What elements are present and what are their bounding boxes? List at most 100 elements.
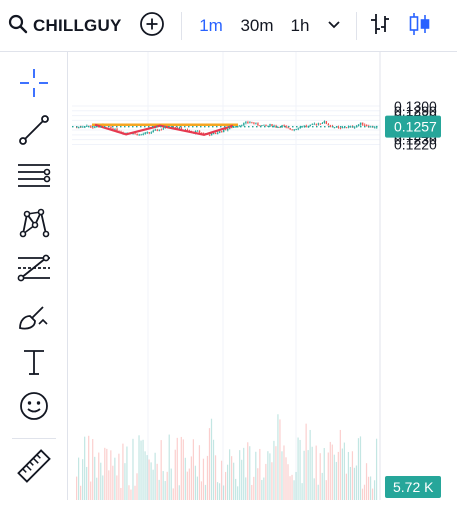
volume-bar [152,469,154,500]
candle-body [305,125,307,127]
text-icon [20,347,48,382]
volume-bar [204,484,207,500]
candle-body [353,127,356,129]
volume-bar [277,414,279,500]
candle-body [315,123,317,125]
ruler-tool[interactable] [14,448,54,488]
current-price-tag: 0.1257 [385,115,441,138]
volume-bar [220,460,223,500]
volume-bar [180,436,182,500]
volume-bar [116,475,118,500]
fib-levels-tool[interactable] [14,251,54,291]
candle-body [231,127,233,129]
pattern-icon [18,207,50,244]
symbol-search[interactable]: CHILLGUY [8,0,126,52]
candle-body [319,123,322,125]
trend-line-tool[interactable] [14,112,54,152]
volume-bar [76,476,78,500]
volume-bar [345,473,347,500]
volume-bar [142,439,144,500]
candle-body [361,122,364,125]
volume-bar [297,437,299,500]
volume-bar [279,419,281,500]
volume-bar [285,457,287,500]
candle-body [253,122,255,124]
volume-bar [96,477,98,500]
volume-bar [241,459,243,500]
brush-icon [17,300,51,337]
volume-bar [120,487,122,500]
candle-body [196,130,199,132]
candle-body [200,132,203,134]
volume-bar [214,455,217,500]
volume-bar [313,478,315,500]
volume-bar [349,466,352,500]
candle-body [82,126,84,128]
volume-bar [309,429,311,500]
bar-chart-type-button[interactable] [366,0,394,52]
candle-body [283,125,285,127]
compare-add-button[interactable] [138,0,166,52]
candle-body [136,133,138,136]
volume-bar [208,428,211,500]
candle-body [216,132,219,134]
timeframe-dropdown[interactable] [322,0,346,52]
volume-bar [86,466,88,500]
candle-body [176,127,179,129]
volume-bar [154,452,156,500]
volume-bar [188,468,190,500]
volume-bar [299,439,301,500]
candle-body [142,133,144,135]
volume-bar [136,473,138,500]
candle-body [291,129,293,131]
candle-body [329,125,332,127]
volume-bar [289,476,291,500]
candle-body [208,134,211,136]
volume-bar [255,451,257,500]
volume-bar [148,459,150,500]
volume-bar [329,441,331,500]
candle-body [317,123,320,125]
candle-body [349,126,352,128]
volume-bar [196,476,199,500]
trend-line-icon [18,114,50,151]
candle-body [343,127,346,129]
volume-bar [94,456,96,500]
volume-bar [333,454,335,500]
volume-bar [321,472,323,500]
timeframe-1m[interactable]: 1m [199,16,223,35]
price-chart[interactable]: 0.13000.12900.12800.12700.12600.12500.12… [68,52,457,500]
text-tool[interactable] [14,344,54,384]
volume-bar [247,442,249,500]
timeframe-30m[interactable]: 30m [240,16,274,35]
candle-body [245,122,247,124]
candle-body [148,132,150,134]
timeframe-1h[interactable]: 1h [290,16,310,35]
brush-tool[interactable] [14,298,54,338]
candles-chart-type-button[interactable] [404,0,434,52]
volume-bar [114,457,116,500]
fib-levels-icon [17,254,51,289]
crosshair-tool[interactable] [14,65,54,105]
top-toolbar: CHILLGUY 1m 30m 1h [0,0,457,52]
volume-bar [146,455,148,500]
candle-body [241,125,243,127]
volume-bar [134,485,136,500]
candle-body [90,125,92,128]
candle-body [373,127,376,129]
volume-label: 5.72 K [393,479,434,495]
volume-bar [186,471,188,500]
candle-body [359,122,362,125]
candle-body [273,125,275,127]
volume-bar [172,488,174,500]
emoji-tool[interactable] [14,388,54,428]
volume-bar [335,461,337,500]
chart-area[interactable]: 0.13000.12900.12800.12700.12600.12500.12… [68,52,457,500]
candle-body [265,124,267,126]
volume-bar [373,480,376,500]
pattern-tool[interactable] [14,205,54,245]
candle-body [162,128,164,130]
horizontal-lines-tool[interactable] [14,158,54,198]
candle-body [78,126,80,128]
volume-bar [363,484,366,500]
